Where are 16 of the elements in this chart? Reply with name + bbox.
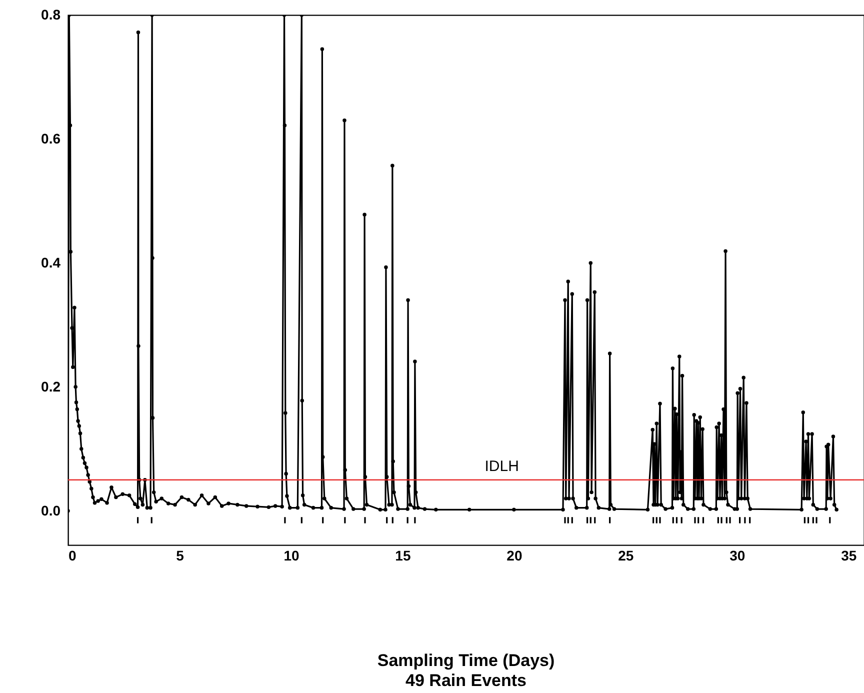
y-tick-label: 0.0 [41,502,61,518]
y-tick-label: 0.8 [41,6,61,22]
x-tick-label: 25 [618,548,634,564]
x-tick-label: 20 [506,548,522,564]
x-tick-label: 35 [841,548,857,564]
x-tick-label: 5 [176,548,184,564]
x-tick-label: 30 [730,548,746,564]
text: 49 Rain Events [406,671,526,690]
y-tick-label: 0.6 [41,130,61,146]
y-tick-label: 0.2 [41,378,61,394]
y-tick-label: 0.4 [41,254,61,270]
ref-line-label: IDLH [484,458,519,475]
text: Sampling Time (Days) [377,651,555,670]
x-tick-label: 15 [395,548,411,564]
x-tick-label: 0 [68,548,76,564]
x-tick-label: 10 [284,548,300,564]
